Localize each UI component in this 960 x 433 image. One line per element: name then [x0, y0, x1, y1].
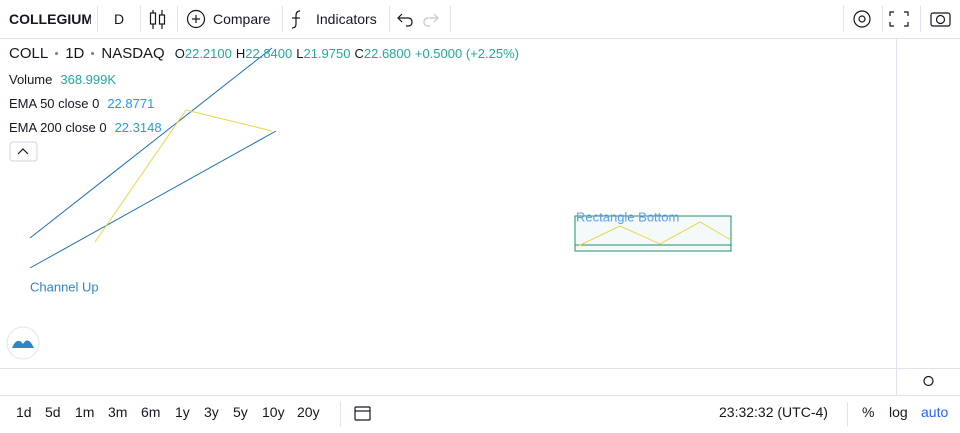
channel-upper: [29, 47, 273, 239]
c-label: C: [354, 46, 364, 61]
collapse-button[interactable]: [9, 141, 38, 162]
range-button[interactable]: 3m: [108, 404, 128, 420]
ema-name: EMA 200 close 0: [9, 120, 107, 135]
zigzag-2: [577, 221, 732, 247]
volume-name: Volume: [9, 72, 53, 87]
annotation: Channel Up: [30, 279, 99, 294]
o-label: O: [174, 46, 185, 61]
channel-lower: [29, 130, 277, 269]
low: 21.9750: [303, 46, 351, 61]
symbol[interactable]: COLLEGIUM: [9, 11, 91, 27]
change: +0.5000 (+2.25%): [414, 46, 519, 61]
drawings: [29, 47, 732, 269]
range-button[interactable]: 5y: [233, 404, 248, 420]
legend-interval: 1D: [65, 45, 85, 62]
legend-symbol: COLL: [9, 45, 49, 62]
legend-main: COLL 1D NASDAQ O 22.2100 H 22.8400 L 21.975…: [9, 45, 519, 62]
toolbar-separators: [97, 6, 921, 426]
legend-ema50: EMA 50 close 0 22.8771: [9, 96, 154, 111]
clock: 23:32:32 (UTC-4): [719, 404, 828, 420]
range-button[interactable]: 5d: [45, 404, 61, 420]
ema-name: EMA 50 close 0: [9, 96, 100, 111]
annotation: Rectangle Bottom: [576, 209, 679, 224]
zigzag: [94, 109, 273, 243]
open: 22.2100: [184, 46, 232, 61]
range-button[interactable]: 6m: [141, 404, 161, 420]
indicators[interactable]: Indicators: [316, 11, 377, 27]
log-toggle[interactable]: log: [889, 404, 908, 420]
auto-toggle[interactable]: auto: [921, 404, 949, 420]
toolbar-icons: [149, 9, 951, 421]
l-label: L: [296, 46, 304, 61]
legend-ema200: EMA 200 close 0 22.3148: [9, 120, 162, 135]
high: 22.8400: [245, 46, 293, 61]
interval[interactable]: D: [114, 11, 125, 27]
collapse-icon: [17, 148, 29, 155]
logo: [6, 326, 40, 360]
range-button[interactable]: 20y: [297, 404, 320, 420]
ema-value: 22.3148: [114, 120, 162, 135]
h-label: H: [235, 46, 246, 61]
legend-exchange: NASDAQ: [101, 45, 165, 62]
percent-toggle[interactable]: %: [862, 404, 875, 420]
close: 22.6800: [363, 46, 411, 61]
range-button[interactable]: 1m: [75, 404, 95, 420]
compare[interactable]: Compare: [213, 11, 271, 27]
range-button[interactable]: 10y: [262, 404, 285, 420]
legend-volume: Volume 368.999K: [9, 72, 116, 87]
range-button[interactable]: 1d: [16, 404, 32, 420]
range-button[interactable]: 3y: [204, 404, 219, 420]
ema-value: 22.8771: [107, 96, 155, 111]
range-button[interactable]: 1y: [175, 404, 190, 420]
logo-mark: [12, 340, 34, 348]
volume-value: 368.999K: [60, 72, 117, 87]
